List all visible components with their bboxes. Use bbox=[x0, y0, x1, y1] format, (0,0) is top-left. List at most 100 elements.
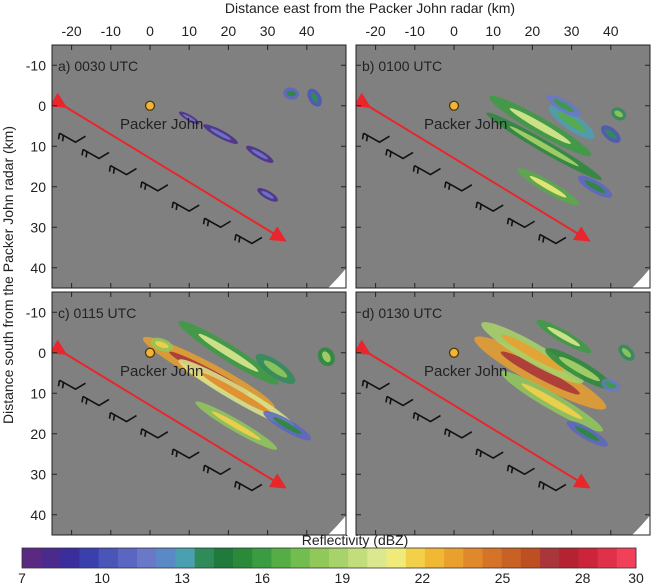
y-tick-label: 20 bbox=[30, 179, 46, 195]
radar-name: Packer John bbox=[120, 363, 203, 380]
colorbar-tick-label: 25 bbox=[495, 570, 511, 586]
radar-marker bbox=[144, 347, 156, 358]
y-tick-label: 0 bbox=[38, 345, 46, 361]
echo-core bbox=[621, 348, 632, 358]
y-tick-label: 40 bbox=[30, 260, 46, 276]
colorbar-swatch bbox=[79, 548, 100, 568]
x-tick-label: 0 bbox=[146, 23, 154, 39]
colorbar-swatch bbox=[444, 548, 464, 568]
echo-core bbox=[605, 381, 617, 389]
colorbar-swatch bbox=[616, 548, 637, 568]
wind-barb bbox=[412, 411, 441, 423]
x-tick-label: 20 bbox=[221, 23, 237, 39]
panel-frame bbox=[355, 44, 651, 289]
wind-barb bbox=[412, 164, 441, 176]
colorbar-swatch bbox=[156, 548, 176, 568]
x-tick-label: 10 bbox=[181, 23, 197, 39]
y-tick-label: 30 bbox=[30, 466, 46, 482]
wind-barb bbox=[108, 411, 137, 423]
colorbar-swatch bbox=[309, 548, 330, 568]
x-tick-label: -10 bbox=[405, 23, 425, 39]
x-tick-label: -20 bbox=[365, 23, 385, 39]
panel-frame bbox=[51, 44, 347, 289]
colorbar-tick-label: 30 bbox=[628, 570, 644, 586]
colorbar-swatch bbox=[233, 548, 253, 568]
y-tick-label: -10 bbox=[26, 304, 46, 320]
radar-marker bbox=[448, 100, 460, 111]
colorbar-swatch bbox=[175, 548, 196, 568]
colorbar-swatch bbox=[213, 548, 234, 568]
x-tick-label: 40 bbox=[603, 23, 619, 39]
echo-core bbox=[605, 129, 617, 140]
wind-barb bbox=[538, 233, 567, 245]
x-tick-label: 0 bbox=[450, 23, 458, 39]
wind-barb bbox=[506, 464, 535, 476]
colorbar-tick-label: 13 bbox=[174, 570, 190, 586]
colorbar-swatch bbox=[41, 548, 61, 568]
wind-barb bbox=[140, 428, 169, 439]
wind-barb bbox=[234, 480, 263, 492]
colorbar-swatch bbox=[501, 548, 522, 568]
y-axis-title: Distance south from the Packer John rada… bbox=[0, 126, 16, 424]
colorbar-swatch bbox=[290, 548, 311, 568]
colorbar-swatch bbox=[329, 548, 349, 568]
colorbar-swatch bbox=[405, 548, 426, 568]
colorbar-swatch bbox=[137, 548, 157, 568]
wind-line bbox=[356, 92, 591, 242]
wind-barb bbox=[506, 217, 535, 229]
wind-barb bbox=[361, 379, 390, 391]
wind-barb bbox=[202, 217, 231, 229]
panel-0: Packer John a) 0030 UTC -20 -10 0 10 20 30 40 -10… bbox=[26, 23, 347, 289]
x-tick-label: 10 bbox=[485, 23, 501, 39]
wind-line bbox=[356, 339, 591, 489]
wind-barb bbox=[385, 395, 414, 407]
y-tick-label: 20 bbox=[30, 426, 46, 442]
panel-frame bbox=[355, 291, 651, 536]
y-tick-label: 30 bbox=[30, 219, 46, 235]
y-tick-label: 40 bbox=[30, 507, 46, 523]
wind-barb bbox=[361, 132, 390, 144]
colorbar-tick-label: 10 bbox=[94, 570, 110, 586]
colorbar-swatch bbox=[559, 548, 579, 568]
colorbar-swatch bbox=[463, 548, 483, 568]
wind-barb bbox=[234, 233, 263, 245]
wind-barb bbox=[57, 379, 86, 391]
colorbar-swatch bbox=[194, 548, 215, 568]
wind-barb bbox=[202, 464, 231, 476]
radar-name: Packer John bbox=[120, 116, 203, 133]
wind-barb bbox=[57, 132, 86, 144]
panel-label: c) 0115 UTC bbox=[58, 305, 136, 321]
panel-1: Packer John b) 0100 UTC -20 -10 0 10 20 30 40 bbox=[355, 23, 651, 289]
wind-barb bbox=[385, 148, 414, 160]
colorbar-swatch bbox=[424, 548, 445, 568]
x-tick-label: 20 bbox=[525, 23, 541, 39]
wind-barb bbox=[108, 164, 137, 176]
colorbar-swatch bbox=[252, 548, 272, 568]
colorbar-tick-label: 7 bbox=[18, 570, 26, 586]
wind-barb bbox=[81, 148, 110, 160]
x-tick-label: 30 bbox=[564, 23, 580, 39]
colorbar-swatch bbox=[386, 548, 407, 568]
y-tick-label: 0 bbox=[38, 98, 46, 114]
colorbar-swatch bbox=[271, 548, 292, 568]
wind-barb bbox=[538, 480, 567, 492]
colorbar-tick-label: 19 bbox=[335, 570, 351, 586]
colorbar-swatch bbox=[367, 548, 387, 568]
y-tick-label: 10 bbox=[30, 385, 46, 401]
top-axis-title: Distance east from the Packer John radar… bbox=[225, 0, 515, 16]
panel-label: b) 0100 UTC bbox=[362, 58, 442, 74]
wind-barb bbox=[171, 201, 200, 212]
radar-name: Packer John bbox=[424, 116, 507, 133]
colorbar-tick-label: 28 bbox=[575, 570, 591, 586]
wind-barb bbox=[444, 428, 473, 439]
echo-core bbox=[310, 92, 319, 103]
colorbar-swatch bbox=[597, 548, 618, 568]
colorbar: 7 10 13 16 19 22 25 28 30 bbox=[18, 547, 644, 586]
colorbar-swatch bbox=[98, 548, 119, 568]
colorbar-swatch bbox=[60, 548, 80, 568]
x-tick-label: -10 bbox=[101, 23, 121, 39]
radar-marker bbox=[448, 347, 460, 358]
wind-barb bbox=[81, 395, 110, 407]
